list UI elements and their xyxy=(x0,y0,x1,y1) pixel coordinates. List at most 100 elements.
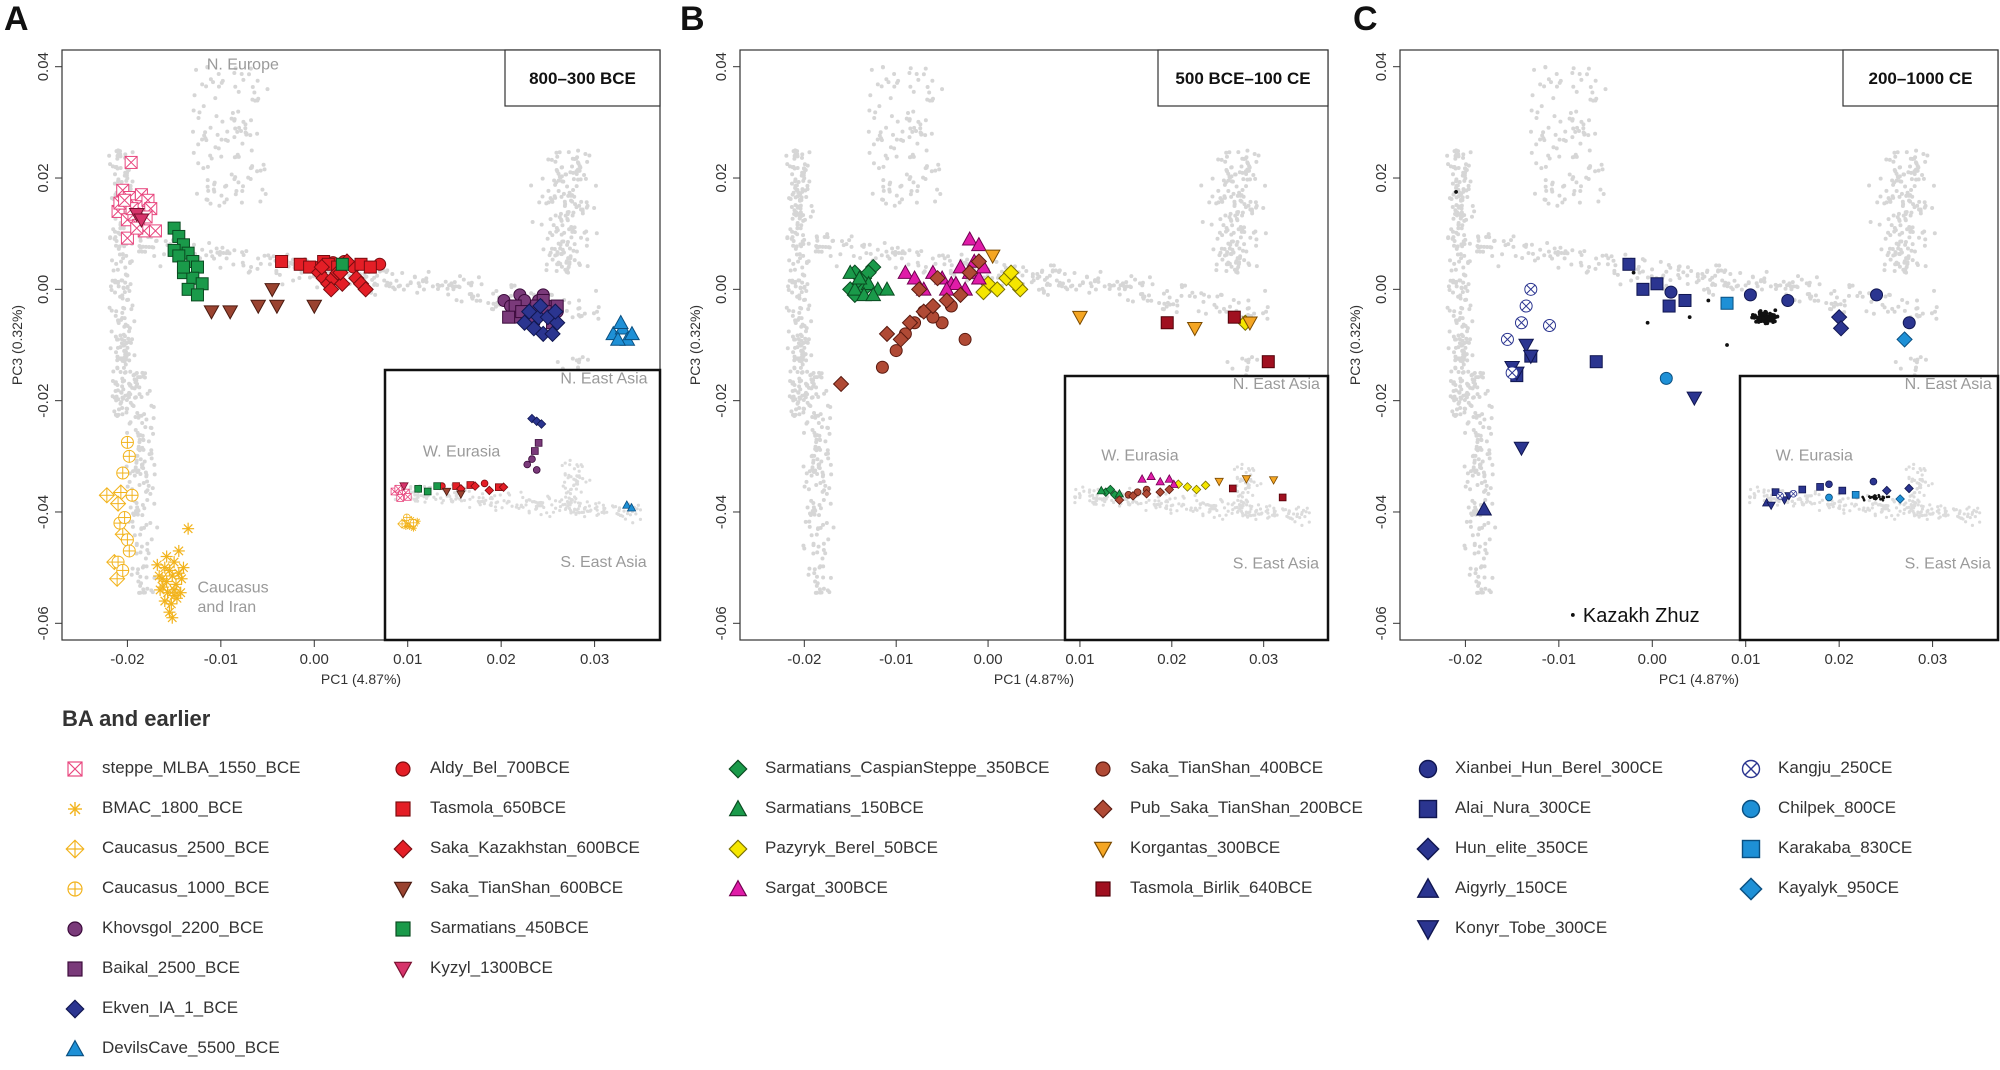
reference-point xyxy=(140,371,144,375)
reference-point xyxy=(550,158,554,162)
reference-point xyxy=(1255,358,1259,362)
reference-point xyxy=(926,85,930,89)
reference-point xyxy=(937,254,941,258)
reference-point xyxy=(1222,179,1226,183)
legend-marker xyxy=(62,876,88,902)
inset-reference-point xyxy=(471,495,474,498)
reference-point xyxy=(799,307,803,311)
inset-reference-point xyxy=(1234,506,1237,509)
reference-point xyxy=(1471,474,1475,478)
reference-point xyxy=(1800,278,1804,282)
inset-reference-point xyxy=(1893,500,1896,503)
reference-point xyxy=(792,414,796,418)
inset-reference-point xyxy=(481,492,484,495)
reference-point xyxy=(1462,179,1466,183)
inset-reference-point xyxy=(1193,494,1196,497)
reference-point xyxy=(884,202,888,206)
reference-point xyxy=(1551,145,1555,149)
inset-reference-point xyxy=(597,513,600,516)
reference-point xyxy=(202,104,206,108)
reference-point xyxy=(819,460,823,464)
reference-point xyxy=(150,537,154,541)
reference-point xyxy=(1483,576,1487,580)
reference-point xyxy=(802,286,806,290)
reference-point xyxy=(222,200,226,204)
inset-kazakh-zhuz-point xyxy=(1886,496,1889,499)
reference-point xyxy=(803,337,807,341)
reference-point xyxy=(908,126,912,130)
reference-point xyxy=(1453,414,1457,418)
reference-point xyxy=(794,203,798,207)
inset-reference-point xyxy=(1236,499,1239,502)
reference-point xyxy=(1450,409,1454,413)
reference-point xyxy=(881,185,885,189)
reference-point xyxy=(1166,301,1170,305)
reference-point xyxy=(233,85,237,89)
inset-reference-point xyxy=(1081,485,1084,488)
reference-point xyxy=(1073,271,1077,275)
reference-point xyxy=(209,202,213,206)
reference-point xyxy=(1562,184,1566,188)
reference-point xyxy=(802,431,806,435)
reference-point xyxy=(148,492,152,496)
inset-reference-point xyxy=(1098,497,1101,500)
reference-point xyxy=(1257,153,1261,157)
reference-point xyxy=(120,412,124,416)
inset-reference-point xyxy=(1905,468,1908,471)
reference-point xyxy=(112,269,116,273)
data-point xyxy=(168,556,180,568)
reference-point xyxy=(1468,242,1472,246)
reference-point xyxy=(1893,155,1897,159)
reference-point xyxy=(872,116,876,120)
reference-point xyxy=(800,334,804,338)
reference-point xyxy=(1465,195,1469,199)
reference-point xyxy=(225,256,229,260)
reference-point xyxy=(797,406,801,410)
reference-point xyxy=(552,223,556,227)
reference-point xyxy=(817,371,821,375)
inset-reference-point xyxy=(479,503,482,506)
reference-point xyxy=(197,110,201,114)
reference-point xyxy=(1131,299,1135,303)
reference-point xyxy=(1574,110,1578,114)
reference-point xyxy=(791,309,795,313)
inset-reference-point xyxy=(1928,512,1931,515)
reference-point xyxy=(912,90,916,94)
reference-point xyxy=(218,266,222,270)
reference-point xyxy=(1814,293,1818,297)
reference-point xyxy=(1587,67,1591,71)
reference-point xyxy=(889,96,893,100)
reference-point xyxy=(540,195,544,199)
reference-point xyxy=(1099,270,1103,274)
inset-reference-point xyxy=(479,500,482,503)
reference-point xyxy=(912,126,916,130)
reference-point xyxy=(1686,265,1690,269)
reference-point xyxy=(813,434,817,438)
legend-label: Karakaba_830CE xyxy=(1778,838,1912,858)
reference-point xyxy=(1117,287,1121,291)
reference-point xyxy=(577,360,581,364)
reference-point xyxy=(1233,214,1237,218)
reference-point xyxy=(878,133,882,137)
reference-point xyxy=(825,521,829,525)
reference-point xyxy=(109,346,113,350)
reference-point xyxy=(224,138,228,142)
reference-point xyxy=(1590,91,1594,95)
reference-point xyxy=(1210,223,1214,227)
reference-point xyxy=(134,461,138,465)
inset-reference-point xyxy=(550,503,553,506)
inset-reference-point xyxy=(1893,518,1896,521)
reference-point xyxy=(1483,587,1487,591)
reference-point xyxy=(127,340,131,344)
reference-point xyxy=(124,410,128,414)
inset-reference-point xyxy=(531,500,534,503)
reference-point xyxy=(1214,201,1218,205)
reference-point xyxy=(813,580,817,584)
reference-point xyxy=(1236,265,1240,269)
reference-point xyxy=(809,353,813,357)
inset-reference-point xyxy=(1195,499,1198,502)
reference-point xyxy=(119,318,123,322)
reference-point xyxy=(1896,305,1900,309)
reference-point xyxy=(1914,178,1918,182)
